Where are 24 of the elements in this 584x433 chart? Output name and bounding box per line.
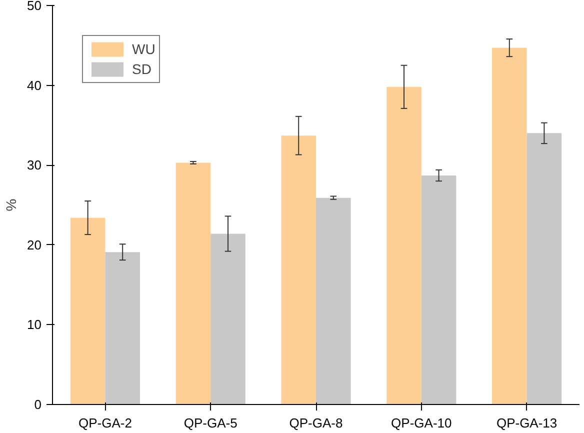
x-tick-label: QP-GA-2 [78, 416, 132, 430]
legend-label: WU [132, 41, 156, 57]
bar [386, 86, 422, 404]
x-tick-label: QP-GA-5 [184, 416, 238, 430]
x-tick-label: QP-GA-13 [496, 416, 558, 430]
y-tick-label: 50 [27, 0, 42, 13]
bar [105, 252, 140, 404]
y-axis-title: % [3, 198, 20, 212]
bar [526, 133, 562, 404]
x-tick-label: QP-GA-10 [391, 416, 452, 430]
y-tick-label: 20 [27, 237, 42, 252]
legend-label: SD [132, 61, 152, 77]
bar [421, 175, 456, 404]
y-tick-label: 30 [27, 158, 42, 173]
bar [281, 136, 316, 404]
bar [176, 162, 211, 404]
y-tick-label: 0 [34, 397, 42, 412]
bar [70, 218, 106, 404]
y-tick-label: 10 [27, 317, 42, 332]
bar [492, 48, 527, 404]
x-tick-label: QP-GA-8 [289, 416, 343, 430]
bar [316, 198, 351, 404]
y-tick-label: 40 [27, 78, 42, 93]
bar [210, 234, 246, 404]
